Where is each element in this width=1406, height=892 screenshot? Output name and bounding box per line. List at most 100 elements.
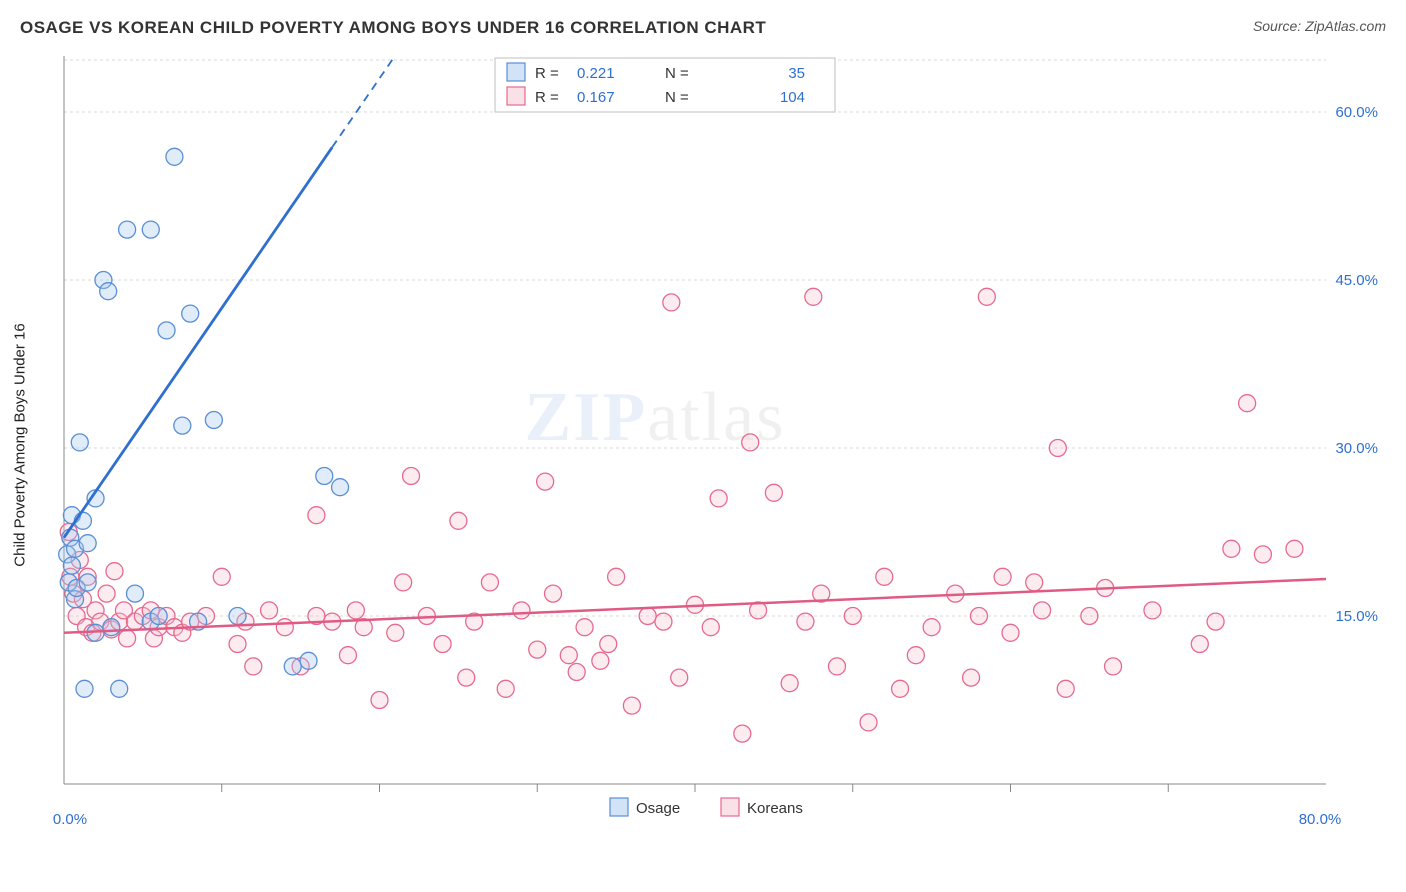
point-koreans — [1105, 658, 1122, 675]
point-koreans — [1144, 602, 1161, 619]
point-koreans — [560, 647, 577, 664]
point-koreans — [568, 664, 585, 681]
point-koreans — [608, 568, 625, 585]
legend-r-value: 0.167 — [577, 89, 615, 106]
point-koreans — [1254, 546, 1271, 563]
point-koreans — [513, 602, 530, 619]
point-koreans — [923, 619, 940, 636]
point-koreans — [1207, 613, 1224, 630]
point-koreans — [1057, 680, 1074, 697]
point-koreans — [892, 680, 909, 697]
bottom-swatch-osage — [610, 798, 628, 816]
point-koreans — [339, 647, 356, 664]
point-koreans — [1191, 636, 1208, 653]
point-koreans — [481, 574, 498, 591]
y-axis-label: Child Poverty Among Boys Under 16 — [12, 323, 29, 566]
y-tick-label: 60.0% — [1335, 104, 1378, 121]
point-koreans — [261, 602, 278, 619]
scatter-chart: ZIPatlas0.0%80.0%15.0%30.0%45.0%60.0%R =… — [50, 50, 1386, 840]
point-koreans — [592, 652, 609, 669]
y-tick-label: 15.0% — [1335, 608, 1378, 625]
point-osage — [284, 658, 301, 675]
point-osage — [229, 608, 246, 625]
legend-r-value: 0.221 — [577, 65, 615, 82]
legend-swatch-osage — [507, 63, 525, 81]
point-koreans — [797, 613, 814, 630]
point-osage — [150, 608, 167, 625]
point-osage — [142, 221, 159, 238]
point-koreans — [119, 630, 136, 647]
point-koreans — [994, 568, 1011, 585]
point-osage — [126, 585, 143, 602]
trendline-koreans — [64, 579, 1326, 633]
point-osage — [300, 652, 317, 669]
point-koreans — [963, 669, 980, 686]
point-koreans — [623, 697, 640, 714]
point-osage — [103, 619, 120, 636]
point-koreans — [403, 468, 420, 485]
point-osage — [63, 557, 80, 574]
point-osage — [111, 680, 128, 697]
point-osage — [332, 479, 349, 496]
point-koreans — [860, 714, 877, 731]
point-koreans — [1026, 574, 1043, 591]
trendline-osage — [64, 147, 332, 537]
bottom-swatch-koreans — [721, 798, 739, 816]
point-koreans — [308, 507, 325, 524]
legend-swatch-koreans — [507, 87, 525, 105]
point-koreans — [600, 636, 617, 653]
point-koreans — [371, 692, 388, 709]
point-koreans — [710, 490, 727, 507]
bottom-label-osage: Osage — [636, 800, 680, 817]
point-koreans — [828, 658, 845, 675]
point-koreans — [576, 619, 593, 636]
x-min-label: 0.0% — [53, 811, 87, 828]
point-osage — [158, 322, 175, 339]
point-koreans — [978, 288, 995, 305]
point-koreans — [1286, 540, 1303, 557]
point-koreans — [276, 619, 293, 636]
point-koreans — [545, 585, 562, 602]
point-koreans — [805, 288, 822, 305]
point-koreans — [742, 434, 759, 451]
chart-source: Source: ZipAtlas.com — [1253, 18, 1386, 34]
point-koreans — [1034, 602, 1051, 619]
legend-n-value: 35 — [788, 65, 805, 82]
legend-n-value: 104 — [780, 89, 805, 106]
point-koreans — [781, 675, 798, 692]
legend-r-label: R = — [535, 89, 559, 106]
point-osage — [182, 305, 199, 322]
chart-title: OSAGE VS KOREAN CHILD POVERTY AMONG BOYS… — [20, 18, 766, 37]
point-osage — [174, 417, 191, 434]
point-osage — [79, 535, 96, 552]
point-koreans — [907, 647, 924, 664]
point-koreans — [347, 602, 364, 619]
point-koreans — [458, 669, 475, 686]
point-koreans — [765, 484, 782, 501]
point-osage — [166, 148, 183, 165]
bottom-label-koreans: Koreans — [747, 800, 803, 817]
point-koreans — [229, 636, 246, 653]
point-osage — [205, 412, 222, 429]
point-koreans — [1049, 440, 1066, 457]
plot-area: Child Poverty Among Boys Under 16 ZIPatl… — [50, 50, 1386, 840]
point-koreans — [1223, 540, 1240, 557]
point-koreans — [844, 608, 861, 625]
trendline-osage-extrapolated — [332, 56, 395, 147]
point-koreans — [450, 512, 467, 529]
legend-r-label: R = — [535, 65, 559, 82]
x-max-label: 80.0% — [1299, 811, 1342, 828]
point-koreans — [497, 680, 514, 697]
point-koreans — [639, 608, 656, 625]
point-osage — [76, 680, 93, 697]
point-koreans — [671, 669, 688, 686]
point-koreans — [702, 619, 719, 636]
point-koreans — [734, 725, 751, 742]
point-osage — [79, 574, 96, 591]
point-koreans — [395, 574, 412, 591]
point-osage — [316, 468, 333, 485]
point-koreans — [655, 613, 672, 630]
point-koreans — [970, 608, 987, 625]
point-koreans — [663, 294, 680, 311]
point-osage — [100, 283, 117, 300]
